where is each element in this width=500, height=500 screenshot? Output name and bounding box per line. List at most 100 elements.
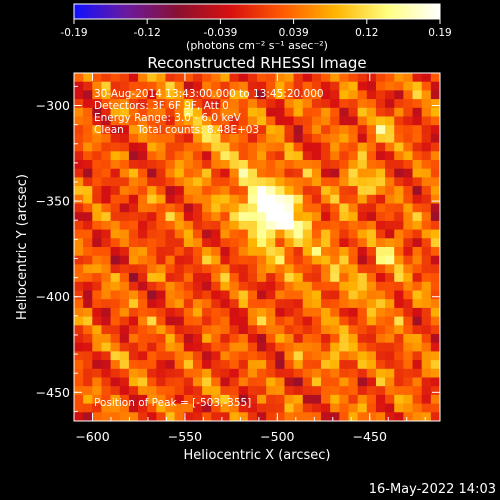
heatmap-cell [275,290,285,300]
heatmap-cell [247,342,258,352]
heatmap-cell [385,264,395,274]
heatmap-cell [321,99,331,109]
heatmap-cell [421,90,432,100]
heatmap-cell [238,273,249,283]
heatmap-cell [330,342,340,352]
heatmap-cell [220,412,231,422]
heatmap-cell [165,247,176,257]
heatmap-cell [257,386,267,396]
heatmap-cell [394,238,404,248]
heatmap-cell [284,368,295,378]
heatmap-cell [257,186,267,196]
heatmap-cell [238,316,249,326]
heatmap-cell [302,133,313,144]
heatmap-cell [174,316,185,326]
heatmap-cell [430,368,441,378]
heatmap-cell [357,273,368,283]
heatmap-cell [165,238,176,248]
heatmap-cell [74,142,84,152]
heatmap-cell [330,334,340,344]
heatmap-cell [284,273,295,283]
heatmap-cell [293,203,304,213]
heatmap-cell [92,116,102,126]
heatmap-cell [74,229,84,239]
heatmap-cell [74,394,84,405]
heatmap-cell [366,212,377,222]
heatmap-cell [211,142,221,152]
heatmap-cell [366,73,377,83]
heatmap-cell [430,238,441,248]
heatmap-cell [266,186,276,196]
heatmap-cell [229,81,240,91]
heatmap-cell [430,133,441,144]
heatmap-cell [147,403,157,413]
heatmap-cell [357,368,368,378]
heatmap-cell [92,377,102,387]
heatmap-cell [92,351,102,361]
heatmap-cell [128,342,139,352]
heatmap-cell [110,412,121,422]
heatmap-cell [430,125,441,135]
heatmap-cell [247,255,258,265]
heatmap-cell [403,73,414,83]
heatmap-cell [156,273,166,283]
heatmap-cell [83,90,93,100]
heatmap-cell [394,160,404,170]
heatmap-cell [147,203,157,213]
heatmap-cell [192,133,203,144]
heatmap-cell [147,342,157,352]
heatmap-cell [321,273,331,283]
heatmap-cell [403,377,414,387]
heatmap-cell [92,307,102,318]
heatmap-cell [257,73,267,83]
heatmap-cell [101,168,112,178]
heatmap-cell [192,394,203,405]
heatmap-cell [302,264,313,274]
heatmap-cell [339,325,349,335]
colorbar-tick-label: -0.19 [60,27,87,39]
heatmap-cell [311,377,322,387]
heatmap-cell [284,264,295,274]
heatmap-cell [183,412,194,422]
heatmap-cell [119,360,130,370]
heatmap-cell [138,247,148,257]
heatmap-cell [174,255,185,265]
heatmap-cell [202,203,212,213]
heatmap-cell [421,99,432,109]
heatmap-cell [293,73,304,83]
heatmap-cell [83,133,93,144]
heatmap-cell [229,299,240,309]
heatmap-cell [128,325,139,335]
heatmap-cell [394,116,404,126]
heatmap-cell [403,255,414,265]
heatmap-cell [165,177,176,187]
heatmap-cell [183,177,194,187]
heatmap-cell [119,255,130,265]
heatmap-cell [394,342,404,352]
heatmap-cell [275,351,285,361]
heatmap-cell [266,273,276,283]
heatmap-cell [257,229,267,239]
heatmap-cell [211,107,221,117]
heatmap-cell [348,81,359,91]
heatmap-cell [192,229,203,239]
heatmap-cell [275,99,285,109]
heatmap-cell [357,81,368,91]
heatmap-cell [266,177,276,187]
heatmap-cell [321,125,331,135]
heatmap-cell [220,351,231,361]
heatmap-cell [138,307,148,318]
heatmap-cell [192,107,203,117]
heatmap-cell [110,238,121,248]
heatmap-cell [192,342,203,352]
heatmap-cell [284,394,295,405]
heatmap-cell [311,107,322,117]
heatmap-cell [403,351,414,361]
heatmap-cell [119,203,130,213]
heatmap-cell [174,212,185,222]
heatmap-cell [394,177,404,187]
heatmap-cell [412,360,423,370]
heatmap-cell [202,116,212,126]
heatmap-cell [330,412,340,422]
heatmap-cell [348,342,359,352]
